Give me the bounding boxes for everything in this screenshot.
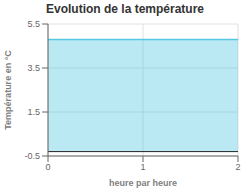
svg-text:0: 0 bbox=[45, 162, 50, 172]
svg-text:2: 2 bbox=[235, 162, 240, 172]
svg-text:1: 1 bbox=[140, 162, 145, 172]
html-text:Evolution de la température: Evolution de la température bbox=[46, 2, 204, 16]
svg-text:-0.5: -0.5 bbox=[24, 151, 40, 161]
svg-text:heure par heure: heure par heure bbox=[109, 178, 177, 188]
svg-text:3.5: 3.5 bbox=[27, 63, 40, 73]
svg-text:5.5: 5.5 bbox=[27, 19, 40, 29]
svg-text:Température en °C: Température en °C bbox=[8, 50, 13, 130]
svg-text:1.5: 1.5 bbox=[27, 107, 40, 117]
